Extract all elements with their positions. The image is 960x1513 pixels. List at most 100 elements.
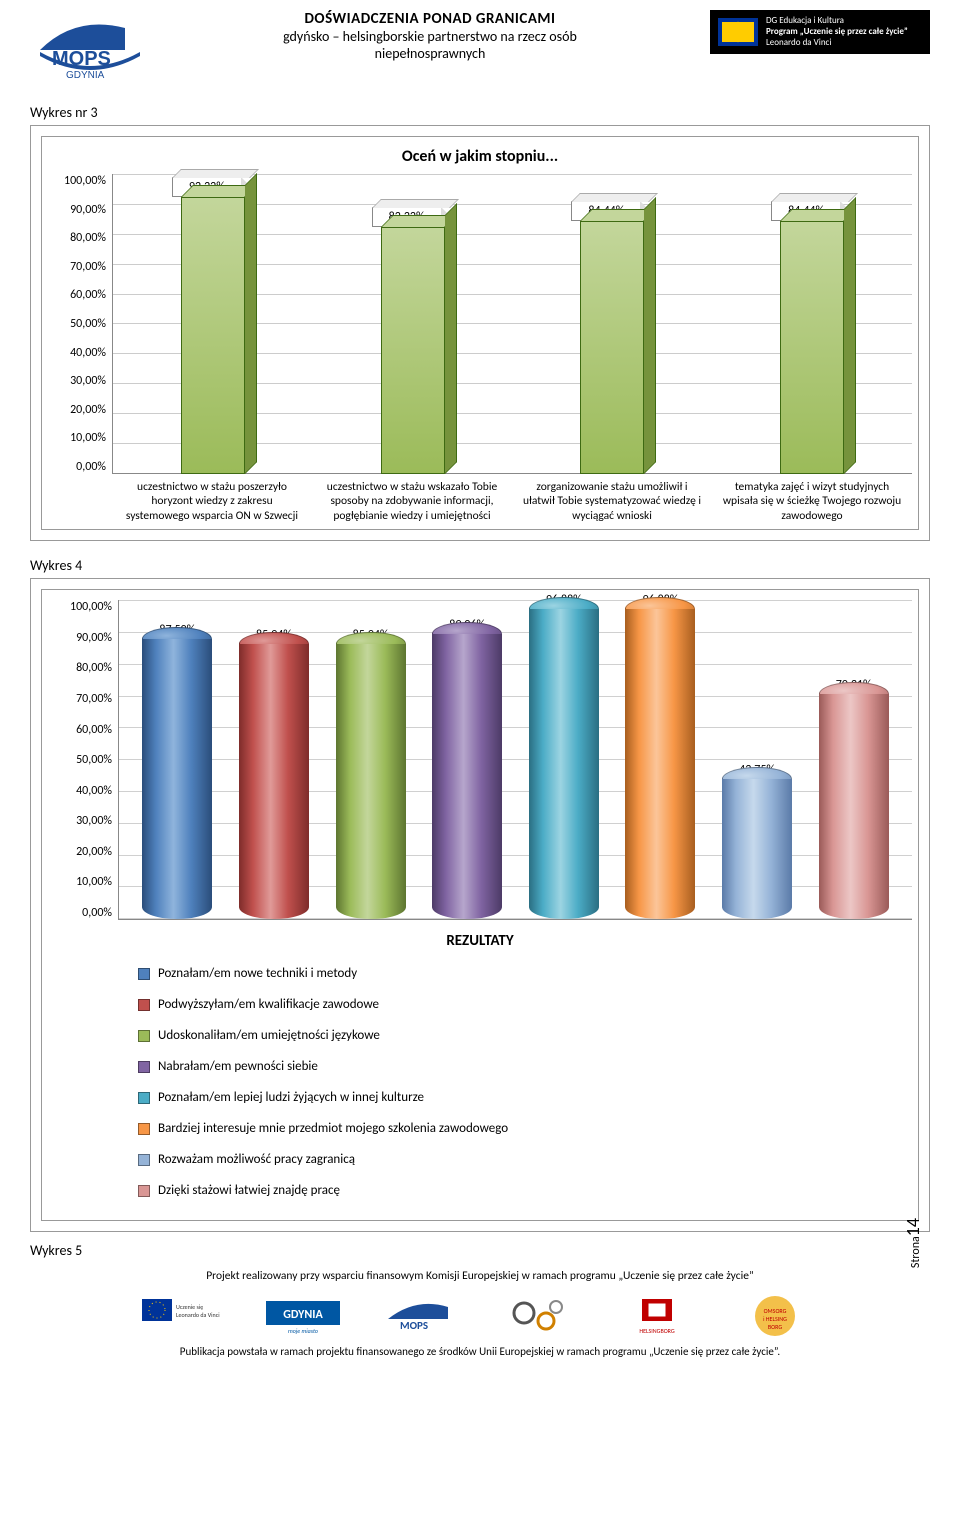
chart2-ytick: 70,00% bbox=[48, 692, 112, 706]
chart1-ytick: 100,00% bbox=[48, 174, 106, 188]
chart2-ytick: 40,00% bbox=[48, 784, 112, 798]
footer-publication: Publikacja powstała w ramach projektu fi… bbox=[30, 1345, 930, 1358]
title-line2: gdyńsko – helsingborskie partnerstwo na … bbox=[160, 28, 700, 45]
chart2-ytick: 0,00% bbox=[48, 906, 112, 920]
legend-swatch-icon bbox=[138, 1154, 150, 1166]
legend-swatch-icon bbox=[138, 1030, 150, 1042]
svg-text:Uczenie się: Uczenie się bbox=[176, 1303, 203, 1311]
chart1-xlabel: uczestnictwo w stażu wskazało Tobie spos… bbox=[312, 474, 512, 523]
legend-text: Rozważam możliwość pracy zagranicą bbox=[158, 1152, 355, 1167]
legend-swatch-icon bbox=[138, 1123, 150, 1135]
page-label: Strona bbox=[909, 1236, 923, 1268]
chart2-legend-item: Bardziej interesuje mnie przedmiot mojeg… bbox=[138, 1121, 912, 1136]
legend-text: Podwyższyłam/em kwalifikacje zawodowe bbox=[158, 997, 379, 1012]
chart2-bar: 85,94% bbox=[226, 600, 323, 919]
doc-title: DOŚWIADCZENIA PONAD GRANICAMI gdyńsko – … bbox=[150, 10, 710, 62]
legend-swatch-icon bbox=[138, 1061, 150, 1073]
chart1-ytick: 90,00% bbox=[48, 203, 106, 217]
chart2-legend-title: REZULTATY bbox=[48, 932, 912, 950]
chart2-ytick: 60,00% bbox=[48, 723, 112, 737]
chart2-bar: 43,75% bbox=[709, 600, 806, 919]
chart2-legend-item: Dzięki stażowi łatwiej znajdę pracę bbox=[138, 1183, 912, 1198]
legend-text: Bardziej interesuje mnie przedmiot mojeg… bbox=[158, 1121, 508, 1136]
logo-mops: MOPS GDYNIA bbox=[30, 10, 150, 84]
legend-swatch-icon bbox=[138, 1092, 150, 1104]
chart2-container: 100,00%90,00%80,00%70,00%60,00%50,00%40,… bbox=[30, 578, 930, 1232]
svg-text:MOPS: MOPS bbox=[400, 1319, 428, 1332]
chart2-legend-item: Rozważam możliwość pracy zagranicą bbox=[138, 1152, 912, 1167]
footer-logos: Uczenie sięLeonardo da Vinci GDYNIA moje m… bbox=[30, 1293, 930, 1339]
footer-line: Projekt realizowany przy wsparciu finans… bbox=[30, 1269, 930, 1283]
svg-text:GDYNIA: GDYNIA bbox=[283, 1308, 323, 1322]
chart1-bar: 84,44% bbox=[712, 201, 912, 474]
chart2-caption: Wykres 4 bbox=[30, 557, 930, 574]
legend-text: Dzięki stażowi łatwiej znajdę pracę bbox=[158, 1183, 340, 1198]
chart2-legend-item: Udoskonaliłam/em umiejętności językowe bbox=[138, 1028, 912, 1043]
logo-gdynia-text: GDYNIA bbox=[66, 70, 105, 80]
chart2-legend-item: Poznałam/em lepiej ludzi żyjących w inne… bbox=[138, 1090, 912, 1105]
chart2-legend: Poznałam/em nowe techniki i metody Podwyż… bbox=[138, 966, 912, 1198]
legend-text: Udoskonaliłam/em umiejętności językowe bbox=[158, 1028, 380, 1043]
chart2-ytick: 90,00% bbox=[48, 631, 112, 645]
chart1-ytick: 60,00% bbox=[48, 288, 106, 302]
svg-text:i HELSING: i HELSING bbox=[763, 1315, 787, 1323]
logo-mops-text: MOPS bbox=[52, 48, 111, 70]
chart1-bar: 92,22% bbox=[113, 177, 313, 474]
chart1-ytick: 40,00% bbox=[48, 346, 106, 360]
svg-text:OMSORG: OMSORG bbox=[764, 1307, 787, 1315]
chart2-legend-item: Podwyższyłam/em kwalifikacje zawodowe bbox=[138, 997, 912, 1012]
chart1-title: Oceń w jakim stopniu... bbox=[48, 147, 912, 166]
chart1-bar: 82,22% bbox=[313, 207, 513, 474]
svg-text:Leonardo da Vinci: Leonardo da Vinci bbox=[176, 1311, 220, 1319]
chart1-container: Oceń w jakim stopniu... 100,00%90,00%80,… bbox=[30, 125, 930, 541]
chart2-bar: 87,50% bbox=[129, 600, 226, 919]
footer-logo: GDYNIA moje miasto bbox=[258, 1293, 348, 1339]
chart2-legend-item: Nabrałam/em pewności siebie bbox=[138, 1059, 912, 1074]
logo-eu: DG Edukacja i Kultura Program „Uczenie s… bbox=[710, 10, 930, 54]
legend-text: Poznałam/em nowe techniki i metody bbox=[158, 966, 357, 981]
footer-logo: HELSINGBORG bbox=[612, 1293, 702, 1339]
chart1-bar: 84,44% bbox=[513, 201, 713, 474]
chart1-ytick: 30,00% bbox=[48, 374, 106, 388]
chart2-ytick: 20,00% bbox=[48, 845, 112, 859]
svg-text:moje miasto: moje miasto bbox=[288, 1327, 318, 1335]
svg-text:HELSINGBORG: HELSINGBORG bbox=[639, 1327, 675, 1335]
legend-swatch-icon bbox=[138, 968, 150, 980]
chart1-ytick: 20,00% bbox=[48, 403, 106, 417]
chart1-xlabel: zorganizowanie stażu umożliwił i ułatwił… bbox=[512, 474, 712, 523]
chart2-ytick: 50,00% bbox=[48, 753, 112, 767]
chart2-bar: 89,06% bbox=[419, 600, 516, 919]
chart1-yaxis: 100,00%90,00%80,00%70,00%60,00%50,00%40,… bbox=[48, 174, 112, 474]
footer-logo bbox=[494, 1293, 584, 1339]
legend-text: Nabrałam/em pewności siebie bbox=[158, 1059, 318, 1074]
chart1-ytick: 70,00% bbox=[48, 260, 106, 274]
chart1-caption: Wykres nr 3 bbox=[30, 104, 930, 121]
chart2-ytick: 10,00% bbox=[48, 875, 112, 889]
chart2-bar: 96,88% bbox=[516, 600, 613, 919]
chart1-xlabel: tematyka zajęć i wizyt studyjnych wpisał… bbox=[712, 474, 912, 523]
chart1-ytick: 0,00% bbox=[48, 460, 106, 474]
eu-line2: Program „Uczenie się przez całe życie” bbox=[766, 27, 908, 38]
chart1-xlabel: uczestnictwo w stażu poszerzyło horyzont… bbox=[112, 474, 312, 523]
title-line3: niepełnosprawnych bbox=[160, 45, 700, 62]
chart1-bars: 92,22%82,22%84,44%84,44% bbox=[113, 174, 912, 474]
page-header: MOPS GDYNIA DOŚWIADCZENIA PONAD GRANICAM… bbox=[30, 10, 930, 90]
chart2-ytick: 30,00% bbox=[48, 814, 112, 828]
chart1-xlabels: uczestnictwo w stażu poszerzyło horyzont… bbox=[112, 474, 912, 523]
chart2-plot: 87,50%85,94%85,94%89,06%96,88%96,88%43,7… bbox=[118, 600, 912, 920]
chart2-yaxis: 100,00%90,00%80,00%70,00%60,00%50,00%40,… bbox=[48, 600, 118, 920]
chart2-bar: 70,31% bbox=[805, 600, 902, 919]
footer-logo: OMSORGi HELSINGBORG bbox=[730, 1293, 820, 1339]
chart2-bar: 96,88% bbox=[612, 600, 709, 919]
chart2-legend-item: Poznałam/em nowe techniki i metody bbox=[138, 966, 912, 981]
page-number: 14 bbox=[902, 1218, 924, 1236]
chart3-caption: Wykres 5 bbox=[30, 1242, 930, 1259]
eu-line3: Leonardo da Vinci bbox=[766, 38, 908, 49]
chart2-bar: 85,94% bbox=[322, 600, 419, 919]
chart1-ytick: 50,00% bbox=[48, 317, 106, 331]
footer-logo: MOPS bbox=[376, 1293, 466, 1339]
legend-swatch-icon bbox=[138, 1185, 150, 1197]
chart2-bars: 87,50%85,94%85,94%89,06%96,88%96,88%43,7… bbox=[119, 600, 912, 919]
footer-logo: Uczenie sięLeonardo da Vinci bbox=[140, 1293, 230, 1339]
title-line1: DOŚWIADCZENIA PONAD GRANICAMI bbox=[160, 10, 700, 28]
